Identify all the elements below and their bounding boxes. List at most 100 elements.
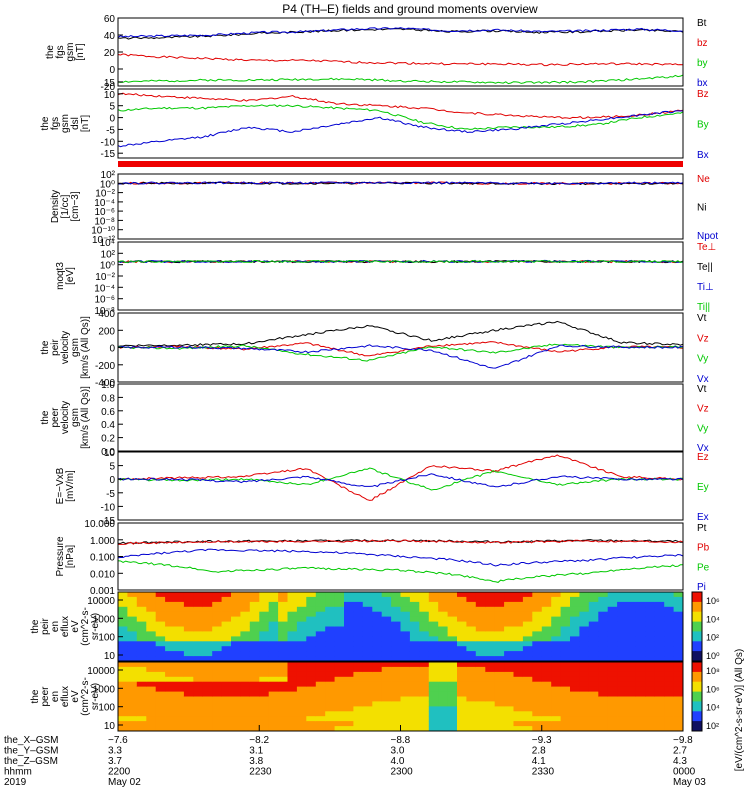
heatmap-cell (391, 592, 401, 598)
heatmap-cell (579, 592, 590, 598)
heatmap-cell (155, 641, 166, 647)
heatmap-cell (249, 646, 260, 652)
heatmap-cell (532, 611, 543, 618)
heatmap-cell (588, 721, 599, 727)
heatmap-cell (607, 706, 618, 712)
heatmap-cell (306, 676, 317, 683)
heatmap-cell (268, 662, 279, 668)
heatmap-cell (466, 611, 477, 618)
heatmap-cell (212, 592, 223, 598)
heatmap-cell (494, 701, 505, 707)
heatmap-cell (372, 592, 383, 598)
heatmap-cell (570, 606, 580, 613)
heatmap-cell (466, 662, 477, 668)
heatmap-cell (532, 626, 543, 632)
heatmap-cell (372, 656, 383, 662)
heatmap-cell (457, 691, 467, 697)
heatmap-cell (353, 626, 364, 632)
heatmap-cell (372, 681, 383, 688)
heatmap-cell (202, 592, 213, 598)
series-line-Ez (117, 454, 684, 501)
heatmap-cell (174, 721, 185, 727)
heatmap-cell (325, 646, 336, 652)
heatmap-cell (466, 686, 477, 692)
heatmap-cell (315, 646, 326, 652)
heatmap-cell (353, 592, 364, 598)
heatmap-cell (457, 651, 467, 657)
heatmap-cell (400, 616, 411, 622)
x-axis-row-label: the_Z–GSM (4, 756, 58, 767)
heatmap-cell (334, 716, 345, 722)
heatmap-cell (146, 716, 157, 722)
heatmap-cell (654, 671, 665, 678)
heatmap-cell (466, 596, 477, 603)
colorbar-segment (692, 611, 702, 623)
heatmap-cell (212, 721, 223, 727)
heatmap-cell (381, 651, 392, 657)
heatmap-cell (287, 691, 298, 697)
panel-frame (117, 241, 684, 311)
heatmap-cell (146, 726, 157, 732)
heatmap-cell (673, 641, 684, 647)
heatmap-cell (541, 701, 552, 707)
heatmap-cell (409, 706, 420, 712)
heatmap-cell (447, 626, 458, 632)
heatmap-cell (664, 701, 675, 707)
heatmap-cell (513, 726, 524, 732)
heatmap-cell (325, 671, 336, 678)
heatmap-cell (419, 701, 430, 707)
heatmap-cell (409, 611, 420, 618)
heatmap-cell (419, 641, 430, 647)
heatmap-cell (419, 656, 430, 662)
heatmap-cell (409, 681, 420, 688)
heatmap-cell (551, 646, 562, 652)
colorbar-segment (692, 701, 702, 712)
heatmap-cell (334, 696, 345, 702)
heatmap-cell (127, 636, 138, 642)
heatmap-cell (231, 666, 241, 673)
heatmap-cell (221, 706, 232, 712)
y-axis-label: moqt3 (55, 262, 66, 290)
y-axis-label: peer (50, 407, 61, 428)
heatmap-cell (654, 666, 665, 673)
heatmap-cell (673, 592, 684, 598)
heatmap-cell (165, 662, 175, 668)
y-axis-label: dsl (70, 117, 81, 130)
heatmap-cell (541, 621, 552, 627)
heatmap-cell (400, 666, 411, 673)
heatmap-cell (551, 611, 562, 618)
heatmap-cell (673, 621, 684, 627)
heatmap-cell (287, 701, 298, 707)
heatmap-cell (344, 711, 354, 717)
y-tick-label: -15 (101, 149, 116, 160)
heatmap-cell (588, 621, 599, 627)
heatmap-cell (570, 651, 580, 657)
heatmap-cell (541, 691, 552, 697)
heatmap-cell (570, 676, 580, 683)
heatmap-cell (249, 616, 260, 622)
heatmap-cell (626, 681, 637, 688)
heatmap-cell (183, 711, 194, 717)
heatmap-cell (344, 706, 354, 712)
y-tick-label: 1000 (93, 614, 116, 625)
x-tick-value: 0000 (673, 767, 696, 778)
heatmap-cell (240, 621, 251, 627)
x-tick-value: May 03 (673, 777, 706, 788)
heatmap-cell (344, 662, 354, 668)
heatmap-cell (664, 636, 675, 642)
heatmap-cell (588, 641, 599, 647)
heatmap-cell (296, 616, 307, 622)
legend-entry: By (697, 120, 709, 131)
y-tick-label: 0 (109, 65, 115, 76)
y-axis-label: gsm (70, 338, 81, 357)
heatmap-cell (494, 596, 505, 603)
heatmap-cell (598, 636, 609, 642)
heatmap-cell (287, 721, 298, 727)
heatmap-cell (513, 681, 524, 688)
heatmap-cell (146, 606, 157, 613)
heatmap-cell (306, 711, 317, 717)
heatmap-cell (419, 631, 430, 637)
heatmap-cell (136, 662, 147, 668)
